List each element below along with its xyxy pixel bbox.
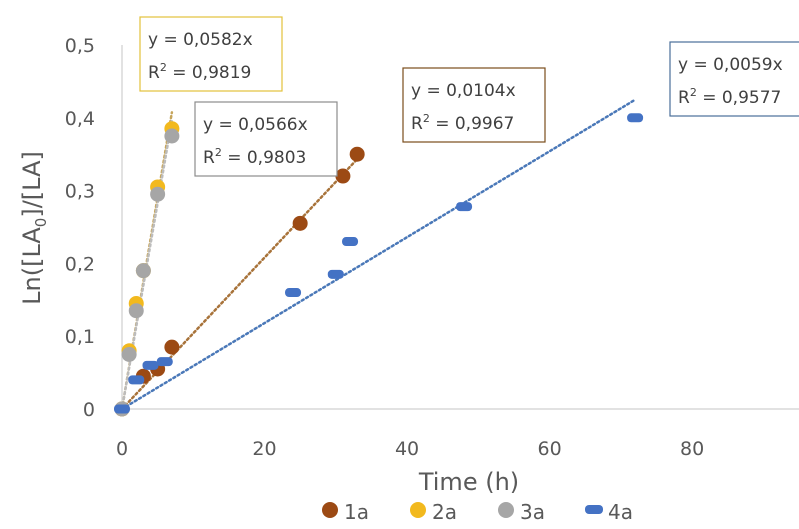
trendline-annotation-4a: y = 0,0059x R2 = 0,9577 [669,41,799,117]
annotation-box [139,16,283,92]
y-axis-title: Ln([LA0]/[LA] [18,151,50,305]
legend-marker [322,502,338,518]
legend-label: 4a [608,500,633,524]
x-tick-label: 60 [537,438,561,460]
x-tick-label: 80 [680,438,704,460]
annotation-r2: R2 = 0,9803 [203,146,306,168]
legend: 1a 2a 3a 4a [322,500,633,524]
data-point-1a [292,215,308,231]
axes-layer: 0 20 40 60 80 0 0,1 0,2 0,3 0,4 0,5 [65,35,799,460]
annotation-r2-label: R [678,88,690,108]
annotation-r2-value: = 0,9577 [697,88,782,108]
annotation-box [194,101,338,177]
data-point-3a [121,346,137,362]
data-point-4a [627,113,644,123]
data-point-4a [285,288,302,298]
y-tick-label: 0,4 [65,108,95,130]
annotation-r2: R2 = 0,9967 [411,112,514,134]
annotation-equation: y = 0,0582x [148,30,253,50]
annotation-r2: R2 = 0,9577 [678,86,781,108]
annotation-r2-label: R [148,63,160,83]
annotation-r2: R2 = 0,9819 [148,61,251,83]
x-tick-label: 0 [116,438,128,460]
annotation-r2-label: R [203,148,215,168]
annotation-box [402,67,546,143]
legend-marker [498,502,514,518]
annotation-equation: y = 0,0566x [203,115,308,135]
annotation-r2-superscript: 2 [690,86,697,99]
y-tick-label: 0,5 [65,35,95,57]
data-point-3a [150,186,166,202]
y-tick-label: 0,2 [65,253,95,275]
annotation-r2-superscript: 2 [215,146,222,159]
annotation-equation: y = 0,0104x [411,81,516,101]
data-point-4a [142,360,159,370]
annotation-r2-value: = 0,9819 [167,63,252,83]
data-point-4a [342,237,359,247]
annotation-r2-value: = 0,9967 [430,114,515,134]
y-tick-label: 0,1 [65,326,95,348]
data-point-3a [128,303,144,319]
y-axis-title-rest: ]/[LA] [18,151,46,218]
annotation-equation: y = 0,0059x [678,55,783,75]
annotation-r2-superscript: 2 [160,61,167,74]
trendline-4a [120,98,637,411]
x-tick-label: 20 [252,438,276,460]
data-point-1a [164,339,180,355]
legend-marker [585,505,603,514]
trendline-annotation-3a: y = 0,0566x R2 = 0,9803 [194,101,338,177]
legend-label: 3a [520,500,545,524]
annotation-r2-superscript: 2 [423,112,430,125]
data-point-1a [349,146,365,162]
x-tick-label: 40 [395,438,419,460]
data-point-3a [135,263,151,279]
data-point-4a [327,269,344,279]
annotation-r2-value: = 0,9803 [222,148,307,168]
data-point-4a [156,357,173,367]
legend-item-4a: 4a [585,500,633,524]
y-tick-label: 0 [83,399,95,421]
data-point-4a [114,404,130,414]
annotation-r2-label: R [411,114,423,134]
data-point-3a [164,128,180,144]
data-point-1a [335,168,351,184]
legend-item-3a: 3a [498,500,545,524]
legend-marker [410,502,426,518]
x-axis-title: Time (h) [418,468,519,496]
y-tick-label: 0,3 [65,181,95,203]
legend-item-2a: 2a [410,500,457,524]
legend-label: 2a [432,500,457,524]
annotation-box [669,41,799,117]
data-point-4a [128,375,145,385]
y-axis-title-main: Ln([LA [18,227,46,305]
legend-item-1a: 1a [322,500,369,524]
trendline-annotation-1a: y = 0,0104x R2 = 0,9967 [402,67,546,143]
data-point-4a [456,202,473,212]
points-layer [114,113,644,417]
trendline-annotation-2a: y = 0,0582x R2 = 0,9819 [139,16,283,92]
y-axis-title-subscript: 0 [32,218,50,228]
legend-label: 1a [344,500,369,524]
